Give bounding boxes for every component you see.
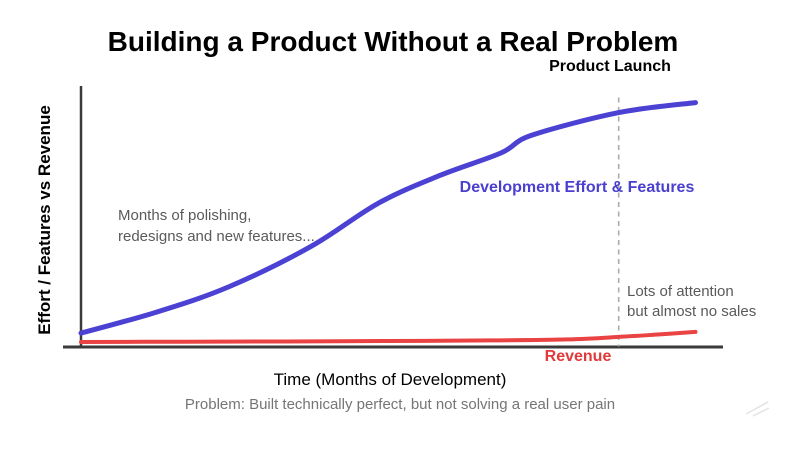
x-axis-label: Time (Months of Development) — [273, 370, 507, 389]
y-axis-label: Effort / Features vs Revenue — [35, 105, 54, 335]
revenue-line — [79, 329, 698, 344]
chart-title: Building a Product Without a Real Proble… — [107, 26, 679, 57]
corner-resize-mark — [745, 401, 770, 417]
annotation-no-sales: Lots of attention but almost no sales — [627, 283, 757, 320]
product-launch-label: Product Launch — [549, 58, 671, 75]
development-effort-series-label: Development Effort & Features — [459, 179, 695, 196]
annotation-polishing: Months of polishing, redesigns and new f… — [118, 207, 315, 245]
revenue-series-label: Revenue — [544, 348, 612, 365]
problem-caption: Problem: Built technically perfect, but … — [184, 396, 616, 413]
development-effort-line — [78, 100, 698, 336]
